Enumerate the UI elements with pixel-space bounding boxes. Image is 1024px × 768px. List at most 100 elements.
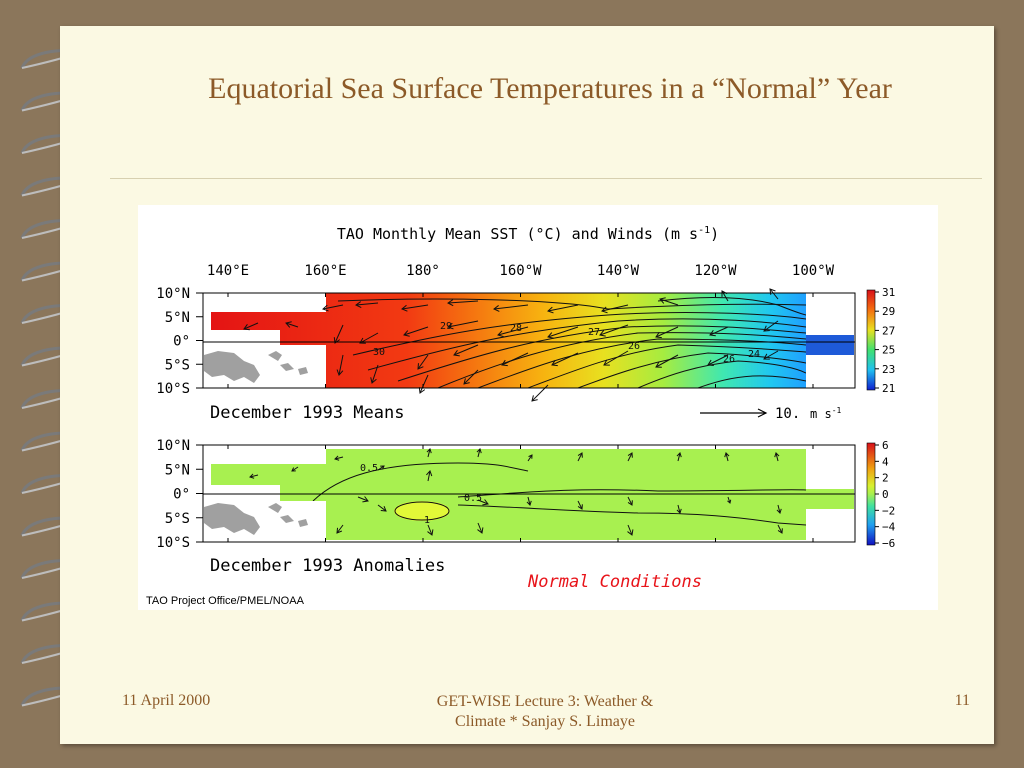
contour-label: 0.5	[464, 493, 482, 504]
wind-arrowhead	[724, 452, 730, 458]
wind-arrowhead	[774, 452, 780, 458]
wind-arrowhead	[359, 337, 366, 344]
contour-label: 24	[748, 349, 760, 360]
wind-arrowhead	[659, 297, 666, 304]
wind-arrowhead	[333, 337, 341, 344]
wind-arrowhead	[551, 359, 558, 367]
contour-label: 30	[373, 347, 385, 358]
wind-arrow	[725, 452, 729, 462]
wind-arrowhead	[380, 465, 385, 470]
colorbar-label: 0	[882, 488, 889, 501]
means-panel-label: December 1993 Means	[210, 403, 404, 423]
wind-arrowhead	[531, 395, 538, 402]
anomaly-contour-labels: 0.5 0.5 1	[360, 463, 482, 526]
wind-arrowhead	[727, 499, 732, 504]
wind-arrow	[447, 320, 479, 328]
wind-reference: 10. m s-1	[700, 406, 842, 422]
land-new-guinea	[204, 351, 260, 383]
cold-tongue	[806, 335, 854, 355]
wind-arrow	[727, 496, 731, 504]
wind-arrow	[627, 524, 633, 536]
latitude-tick-label: 5°S	[165, 511, 190, 527]
contour-label: 0.5	[360, 463, 378, 474]
wind-arrow	[427, 448, 431, 458]
wind-arrowhead	[676, 452, 682, 458]
colorbar-label: 27	[882, 324, 895, 337]
wind-arrowhead	[334, 455, 340, 461]
latitude-tick-label: 10°N	[156, 286, 190, 302]
wind-arrowhead	[603, 359, 610, 366]
wind-arrow	[599, 324, 629, 336]
tao-chart: TAO Monthly Mean SST (°C) and Winds (m s…	[146, 225, 896, 607]
anomalies-colorbar: 6 4 2 0 −2 −4 −6	[866, 439, 896, 550]
wind-arrowhead	[403, 330, 410, 337]
land-island	[298, 367, 308, 375]
anomalies-panel: 0.5 0.5 1 10°N 5°N 0° 5°S 10°S	[156, 438, 856, 551]
latitude-tick-label: 10°N	[156, 438, 190, 454]
wind-arrow	[527, 454, 533, 462]
wind-arrowhead	[447, 322, 454, 330]
wind-arrow	[377, 465, 385, 471]
wind-arrowhead	[476, 448, 482, 454]
wind-arrowhead	[453, 350, 460, 357]
means-panel: 30 29 28 27 26 26 24 10°N 5°N 0° 5°S 10°S	[156, 286, 856, 402]
land-island	[298, 519, 308, 527]
wind-arrowhead	[497, 330, 504, 338]
longitude-tick-label: 100°W	[792, 263, 835, 279]
colorbar-label: 4	[882, 455, 889, 468]
wind-arrowhead	[627, 452, 633, 458]
contour-label: 29	[440, 321, 452, 332]
wind-arrow	[769, 288, 779, 300]
wind-arrow	[338, 354, 344, 376]
wind-arrow	[477, 499, 489, 505]
wind-arrow	[677, 504, 681, 514]
wind-arrow	[357, 496, 369, 502]
land-new-guinea	[204, 503, 260, 535]
contour-label: 27	[588, 327, 600, 338]
wind-arrow	[707, 354, 729, 366]
wind-arrowhead	[322, 304, 329, 312]
wind-arrow	[527, 496, 531, 506]
positive-anomaly	[394, 501, 450, 521]
wind-arrow	[463, 369, 479, 385]
wind-arrow	[419, 374, 429, 394]
wind-arrowhead	[380, 505, 387, 512]
wind-reference-value: 10.	[775, 406, 800, 422]
wind-arrow	[249, 474, 259, 478]
land-island	[268, 351, 282, 361]
wind-arrowhead	[418, 387, 426, 394]
wind-arrow	[401, 304, 429, 310]
wind-arrowhead	[417, 363, 424, 370]
credit-text: TAO Project Office/PMEL/NOAA	[146, 595, 305, 607]
wind-arrow	[547, 326, 579, 338]
colorbar-label: 2	[882, 472, 889, 485]
land-island	[268, 503, 282, 513]
wind-arrow	[477, 522, 483, 534]
footer-center-line2: Climate * Sanjay S. Limaye	[455, 713, 635, 730]
wind-arrow	[603, 350, 629, 366]
wind-arrow	[577, 452, 583, 462]
wind-arrowhead	[426, 448, 432, 454]
wind-arrow	[417, 354, 429, 370]
means-contour-labels: 30 29 28 27 26 26 24	[373, 321, 760, 365]
wind-arrowhead	[547, 332, 554, 339]
wind-arrowhead	[627, 500, 633, 506]
wind-arrow	[547, 304, 579, 312]
latitude-tick-label: 5°N	[165, 462, 190, 478]
wind-arrow	[655, 326, 679, 338]
tao-sst-figure: TAO Monthly Mean SST (°C) and Winds (m s…	[138, 205, 938, 610]
wind-arrowhead	[477, 527, 484, 534]
wind-arrowhead	[528, 454, 533, 459]
colorbar-label: −4	[882, 521, 896, 534]
latitude-tick-label: 10°S	[156, 535, 190, 551]
wind-arrowhead	[777, 528, 783, 534]
wind-arrowhead	[362, 496, 369, 503]
latitude-tick-label: 0°	[173, 334, 190, 350]
contour-label: 26	[628, 341, 640, 352]
sst-contours	[337, 297, 806, 388]
latitude-tick-label: 5°N	[165, 310, 190, 326]
wind-arrow	[677, 452, 681, 462]
wind-reference-unit: m s-1	[810, 406, 842, 421]
wind-arrowhead	[447, 299, 454, 307]
title-divider	[110, 178, 982, 179]
